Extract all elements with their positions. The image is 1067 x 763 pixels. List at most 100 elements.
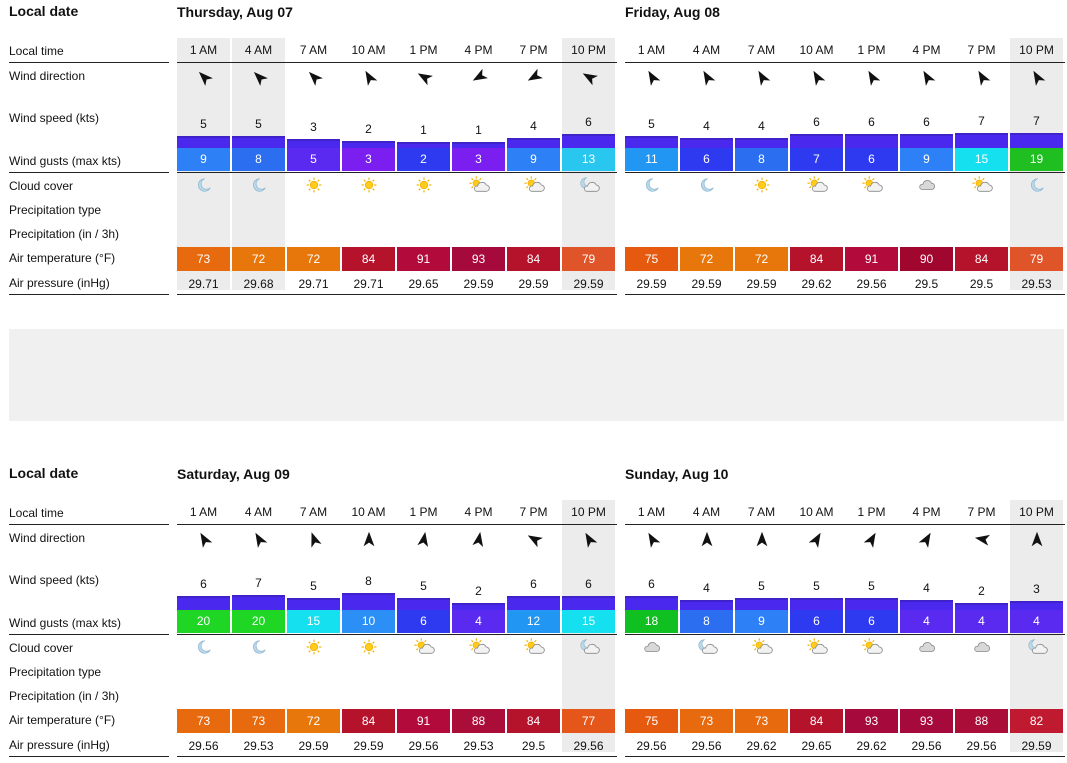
air-temperature-value: 84: [342, 247, 395, 271]
wind-speed-value: 6: [813, 115, 820, 130]
wind-speed-bar: [232, 136, 285, 148]
time-label: 7 PM: [967, 505, 996, 519]
wind-speed-label: Wind speed (kts): [9, 573, 100, 587]
precipitation-type-label: Precipitation type: [9, 665, 102, 679]
wind-gust-value: 20: [177, 610, 230, 633]
divider: [625, 294, 1065, 295]
time-column: 1 AM 5 9 73 29.71: [177, 38, 230, 291]
time-column: 7 AM 5 9 73 29.62: [735, 500, 788, 753]
air-pressure-value: 29.62: [746, 739, 777, 753]
air-temperature-value: 73: [735, 709, 788, 733]
air-temperature-value: 73: [177, 709, 230, 733]
time-column: 10 AM 2 3 84 29.71: [342, 38, 395, 291]
air-pressure-value: 29.59: [1021, 739, 1052, 753]
wind-direction-arrow-icon: [900, 68, 953, 90]
wind-speed-bar: [625, 596, 678, 610]
wind-speed-value: 7: [255, 575, 262, 590]
air-pressure-value: 29.59: [518, 277, 549, 291]
wind-direction-arrow-icon: [232, 68, 285, 90]
air-pressure-value: 29.53: [243, 739, 274, 753]
air-temperature-label: Air temperature (°F): [9, 251, 116, 265]
forecast-block: Local date Local time Wind direction Wind s…: [0, 462, 1067, 758]
wind-gust-value: 6: [790, 610, 843, 633]
day-title: Thursday, Aug 07: [177, 4, 293, 20]
partly-cloudy-moon-icon: [562, 176, 615, 196]
partly-cloudy-moon-icon: [1010, 638, 1063, 658]
wind-speed-bar: [955, 602, 1008, 610]
air-pressure-value: 29.56: [408, 739, 439, 753]
wind-direction-arrow-icon: [232, 530, 285, 552]
air-pressure-value: 29.62: [856, 739, 887, 753]
wind-gust-value: 6: [845, 148, 898, 171]
air-temperature-value: 93: [900, 709, 953, 733]
air-pressure-value: 29.62: [801, 277, 832, 291]
moon-icon: [232, 176, 285, 196]
time-column: 7 PM 7 15 84 29.5: [955, 38, 1008, 291]
wind-speed-bar: [680, 599, 733, 610]
wind-speed-value: 6: [923, 115, 930, 130]
time-label: 1 AM: [189, 505, 218, 519]
time-column: 10 AM 8 10 84 29.59: [342, 500, 395, 753]
wind-gust-value: 13: [562, 148, 615, 171]
wind-direction-arrow-icon: [845, 530, 898, 552]
forecast-block: Local date Local time Wind direction Wind s…: [0, 0, 1067, 296]
air-pressure-value: 29.59: [353, 739, 384, 753]
wind-speed-value: 6: [585, 115, 592, 130]
air-temperature-value: 79: [1010, 247, 1063, 271]
divider: [9, 294, 169, 295]
divider: [9, 756, 169, 757]
wind-gust-value: 4: [452, 610, 505, 633]
air-temperature-value: 84: [507, 247, 560, 271]
wind-speed-bar: [562, 596, 615, 610]
time-column: 7 AM 4 8 72 29.59: [735, 38, 788, 291]
air-temperature-value: 72: [287, 709, 340, 733]
wind-gust-value: 6: [680, 148, 733, 171]
wind-direction-arrow-icon: [342, 530, 395, 552]
time-column: 7 PM 2 4 88 29.56: [955, 500, 1008, 753]
time-label: 10 AM: [799, 43, 834, 57]
time-column: 10 PM 7 19 79 29.53: [1010, 38, 1063, 291]
partly-cloudy-sun-icon: [845, 176, 898, 196]
wind-gust-value: 18: [625, 610, 678, 633]
wind-direction-arrow-icon: [177, 68, 230, 90]
divider: [9, 172, 169, 173]
wind-speed-value: 5: [813, 579, 820, 593]
air-pressure-value: 29.59: [691, 277, 722, 291]
air-pressure-value: 29.59: [573, 277, 604, 291]
time-label: 4 PM: [464, 43, 493, 57]
local-time-label: Local time: [9, 44, 64, 58]
wind-speed-value: 5: [200, 117, 207, 131]
partly-cloudy-sun-icon: [845, 638, 898, 658]
wind-speed-value: 3: [310, 120, 317, 135]
day-panel: Friday, Aug 08 1 AM 5 11 75 29.59 4 AM 4 6 72 29.5…: [625, 0, 1065, 296]
wind-direction-arrow-icon: [735, 68, 788, 90]
day-title: Saturday, Aug 09: [177, 466, 290, 482]
wind-speed-value: 4: [703, 118, 710, 133]
wind-direction-arrow-icon: [955, 68, 1008, 90]
day-title: Sunday, Aug 10: [625, 466, 729, 482]
wind-gust-value: 11: [625, 148, 678, 171]
cloud-cover-label: Cloud cover: [9, 641, 74, 655]
time-column: 7 AM 5 15 72 29.59: [287, 500, 340, 753]
divider: [9, 62, 169, 63]
precipitation-label: Precipitation (in / 3h): [9, 689, 120, 703]
time-label: 4 PM: [912, 505, 941, 519]
sun-icon: [287, 638, 340, 658]
sun-icon: [342, 638, 395, 658]
air-temperature-value: 88: [955, 709, 1008, 733]
wind-gust-value: 9: [177, 148, 230, 171]
divider: [177, 756, 617, 757]
day-title: Friday, Aug 08: [625, 4, 720, 20]
time-column: 7 AM 3 5 72 29.71: [287, 38, 340, 291]
wind-gusts-label: Wind gusts (max kts): [9, 154, 122, 168]
wind-speed-value: 6: [585, 577, 592, 592]
row-labels: Local date Local time Wind direction Wind s…: [9, 462, 169, 758]
wind-speed-bar: [1010, 132, 1063, 148]
time-column: 4 AM 5 8 72 29.68: [232, 38, 285, 291]
moon-icon: [625, 176, 678, 196]
wind-speed-value: 3: [1033, 582, 1040, 597]
wind-speed-bar: [397, 142, 450, 148]
wind-speed-bar: [397, 598, 450, 610]
wind-speed-bar: [900, 134, 953, 148]
divider: [177, 294, 617, 295]
